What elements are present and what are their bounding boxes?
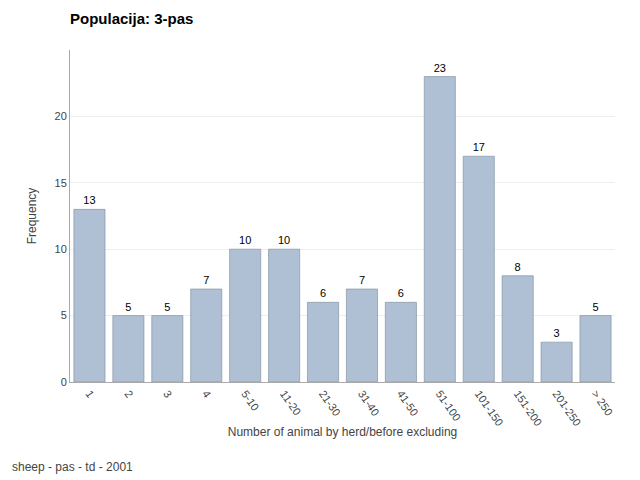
svg-text:21-30: 21-30 bbox=[317, 388, 343, 418]
svg-text:15: 15 bbox=[55, 177, 67, 189]
svg-text:17: 17 bbox=[473, 141, 485, 153]
svg-text:13: 13 bbox=[83, 194, 95, 206]
svg-text:10: 10 bbox=[278, 234, 290, 246]
svg-text:41-50: 41-50 bbox=[395, 388, 421, 418]
svg-text:10: 10 bbox=[239, 234, 251, 246]
svg-text:20: 20 bbox=[55, 110, 67, 122]
svg-text:4: 4 bbox=[200, 388, 213, 400]
svg-text:6: 6 bbox=[320, 287, 326, 299]
svg-text:Frequency: Frequency bbox=[25, 188, 39, 245]
svg-text:1: 1 bbox=[83, 388, 96, 400]
svg-text:51-100: 51-100 bbox=[434, 388, 463, 423]
svg-text:101-150: 101-150 bbox=[473, 388, 506, 428]
svg-text:5: 5 bbox=[61, 309, 67, 321]
svg-text:5-10: 5-10 bbox=[239, 388, 261, 413]
svg-text:Number of animal by herd/befor: Number of animal by herd/before excludin… bbox=[228, 425, 457, 439]
svg-text:23: 23 bbox=[434, 62, 446, 74]
svg-text:0: 0 bbox=[61, 376, 67, 388]
svg-text:151-200: 151-200 bbox=[512, 388, 545, 428]
svg-text:5: 5 bbox=[125, 301, 131, 313]
html-text:sheep - pas - td - 2001: sheep - pas - td - 2001 bbox=[12, 460, 133, 474]
svg-text:7: 7 bbox=[359, 274, 365, 286]
svg-text:7: 7 bbox=[203, 274, 209, 286]
svg-text:31-40: 31-40 bbox=[356, 388, 382, 418]
svg-text:> 250: > 250 bbox=[589, 388, 615, 418]
svg-text:5: 5 bbox=[592, 301, 598, 313]
svg-text:201-250: 201-250 bbox=[550, 388, 583, 428]
svg-text:11-20: 11-20 bbox=[278, 388, 304, 417]
svg-text:3: 3 bbox=[554, 327, 560, 339]
svg-text:5: 5 bbox=[164, 301, 170, 313]
svg-text:3: 3 bbox=[161, 388, 174, 400]
svg-text:Populacija: 3-pas: Populacija: 3-pas bbox=[70, 10, 193, 27]
svg-text:6: 6 bbox=[398, 287, 404, 299]
svg-text:8: 8 bbox=[515, 261, 521, 273]
svg-text:10: 10 bbox=[55, 243, 67, 255]
svg-text:2: 2 bbox=[122, 388, 135, 400]
